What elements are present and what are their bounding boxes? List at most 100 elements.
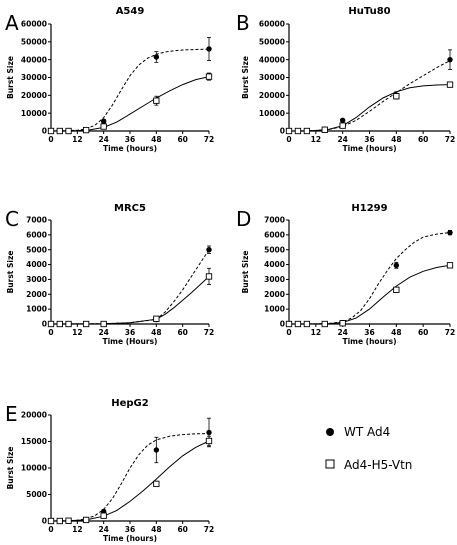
x-axis-label: Time (hours) <box>342 144 396 153</box>
y-axis-label: Burst Size <box>6 56 15 99</box>
x-tick-label: 12 <box>311 328 321 337</box>
series-wt-ad4 <box>286 49 453 134</box>
panel-letter: D <box>236 207 251 231</box>
series-fit-line <box>288 60 451 132</box>
panel-title: HuTu80 <box>348 6 390 17</box>
data-point-square <box>339 320 346 327</box>
panel-title: H1299 <box>351 203 387 214</box>
y-tick-label: 0 <box>42 127 47 136</box>
series-fit-line <box>288 84 451 132</box>
x-tick-label: 12 <box>72 328 82 337</box>
x-tick-label: 48 <box>391 135 401 144</box>
series-fit-line <box>50 440 210 522</box>
x-tick-label: 72 <box>204 525 214 534</box>
x-tick-label: 12 <box>311 135 321 144</box>
y-tick-label: 7000 <box>264 216 285 225</box>
y-axis-label: Burst Size <box>6 251 15 294</box>
data-point-square <box>82 516 90 524</box>
panel-letter: A <box>5 11 19 35</box>
y-tick-label: 5000 <box>26 245 47 254</box>
data-point-square <box>294 320 302 328</box>
y-tick-label: 50000 <box>259 37 285 46</box>
y-tick-label: 2000 <box>26 290 47 299</box>
series-fit-line <box>288 232 451 325</box>
x-tick-label: 12 <box>72 135 82 144</box>
data-point-square <box>294 127 302 135</box>
x-tick-label: 24 <box>98 525 108 534</box>
x-tick-label: 60 <box>177 135 187 144</box>
y-axis-label: Burst Size <box>241 251 250 294</box>
data-point-circle <box>100 118 107 124</box>
series-wt-ad4 <box>48 417 212 524</box>
x-tick-label: 72 <box>445 328 455 337</box>
data-point-square <box>82 320 90 328</box>
x-tick-label: 36 <box>125 135 135 144</box>
x-axis-label: Time (Hours) <box>103 337 158 346</box>
y-tick-label: 4000 <box>26 260 47 269</box>
series-wt-ad4 <box>48 245 212 327</box>
x-tick-label: 24 <box>98 135 108 144</box>
data-point-square <box>205 437 213 445</box>
x-tick-label: 0 <box>286 328 291 337</box>
legend-marker-square <box>325 459 335 469</box>
data-point-square <box>153 315 160 322</box>
x-tick-label: 48 <box>391 328 401 337</box>
y-axis-label: Burst Size <box>6 447 15 490</box>
chart-panel-b: B HuTu80 0 10000 20000 30000 40000 50000 60000 0 1… <box>236 6 455 153</box>
panel-title: HepG2 <box>111 398 149 409</box>
series-wt-ad4 <box>48 36 212 134</box>
data-point-circle <box>206 247 212 253</box>
data-point-square <box>56 517 63 525</box>
series-wt-ad4 <box>286 229 453 327</box>
data-point-square <box>65 320 72 328</box>
x-tick-label: 60 <box>418 135 428 144</box>
series-ad4-h5-vtn <box>47 435 213 525</box>
y-tick-label: 40000 <box>21 55 47 64</box>
data-point-square <box>56 127 63 135</box>
data-point-square <box>393 93 400 100</box>
y-tick-label: 3000 <box>26 275 47 284</box>
panel-letter: B <box>236 11 250 35</box>
y-tick-label: 10000 <box>259 109 285 118</box>
x-tick-label: 36 <box>125 525 135 534</box>
x-tick-label: 36 <box>125 328 135 337</box>
data-point-circle <box>153 447 160 453</box>
series-fit-line <box>50 48 210 132</box>
y-tick-label: 10000 <box>21 109 47 118</box>
series-ad4-h5-vtn <box>47 72 213 135</box>
data-point-square <box>153 97 160 104</box>
series-fit-line <box>50 76 210 132</box>
y-tick-label: 0 <box>42 517 47 526</box>
data-point-square <box>47 320 55 328</box>
x-tick-label: 72 <box>204 135 214 144</box>
data-point-square <box>321 126 328 133</box>
data-point-square <box>65 517 72 524</box>
x-tick-label: 36 <box>364 135 374 144</box>
x-tick-label: 24 <box>337 135 347 144</box>
data-point-square <box>100 320 107 328</box>
y-tick-label: 50000 <box>21 37 47 46</box>
x-tick-label: 72 <box>204 328 214 337</box>
y-tick-label: 7000 <box>26 216 47 225</box>
x-tick-label: 60 <box>177 525 187 534</box>
data-point-circle <box>153 54 160 60</box>
y-tick-label: 60000 <box>259 20 285 29</box>
data-point-circle <box>206 429 212 436</box>
series-ad4-h5-vtn <box>285 81 454 135</box>
data-point-circle <box>447 56 453 63</box>
x-tick-label: 48 <box>151 328 161 337</box>
data-point-circle <box>447 229 453 236</box>
x-tick-label: 24 <box>98 328 108 337</box>
series-ad4-h5-vtn <box>47 267 213 328</box>
x-tick-label: 12 <box>72 525 82 534</box>
y-tick-label: 5000 <box>264 245 285 254</box>
data-point-square <box>65 127 72 135</box>
y-tick-label: 1000 <box>264 305 285 314</box>
data-point-square <box>205 73 213 80</box>
y-tick-label: 3000 <box>264 275 285 284</box>
chart-panel-c: C MRC5 0 1000 2000 3000 4000 5000 6000 7000 0 12 24 3… <box>5 203 214 346</box>
data-point-square <box>446 81 454 88</box>
y-tick-label: 40000 <box>259 55 285 64</box>
y-tick-label: 6000 <box>264 230 285 239</box>
x-tick-label: 0 <box>286 135 291 144</box>
